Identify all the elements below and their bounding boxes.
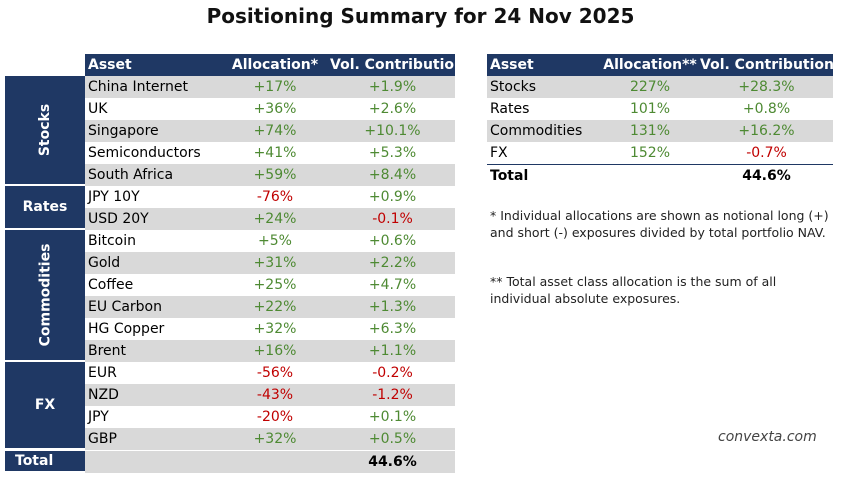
asset-cell: Coffee [85,274,220,296]
group-label: FX [34,397,56,413]
value-cell: +0.8% [700,98,833,120]
group-label: Stocks [37,103,53,157]
value-cell: +24% [220,208,330,230]
watermark: convexta.com [718,429,817,445]
value-cell: 152% [600,142,700,164]
value-cell: +32% [220,318,330,340]
total-fill [85,451,330,473]
value-cell: +16% [220,340,330,362]
asset-cell: EUR [85,362,220,384]
group-cell: FX [5,362,85,450]
value-cell: +0.6% [330,230,455,252]
value-cell: +0.1% [330,406,455,428]
asset-cell: JPY 10Y [85,186,220,208]
value-cell: +0.9% [330,186,455,208]
value-cell: -76% [220,186,330,208]
asset-cell: HG Copper [85,318,220,340]
value-cell: +28.3% [700,76,833,98]
header-cell: Allocation* [220,54,330,76]
value-cell: +1.9% [330,76,455,98]
value-cell: -56% [220,362,330,384]
asset-cell: UK [85,98,220,120]
value-cell: +10.1% [330,120,455,142]
value-cell: +2.2% [330,252,455,274]
group-label: Commodities [37,243,54,347]
title: Positioning Summary for 24 Nov 2025 [206,4,635,28]
header-cell: Asset [487,54,600,76]
value-cell: +32% [220,428,330,450]
value-cell: +16.2% [700,120,833,142]
total-fill [600,164,700,186]
value-cell: +74% [220,120,330,142]
value-cell: -1.2% [330,384,455,406]
asset-cell: Rates [487,98,600,120]
group-cell: Commodities [5,230,85,362]
value-cell: +6.3% [330,318,455,340]
asset-cell: Bitcoin [85,230,220,252]
total-value: 44.6% [330,451,455,473]
total-value: 44.6% [700,164,833,186]
total-label: Total [487,164,600,186]
asset-cell: Semiconductors [85,142,220,164]
asset-cell: USD 20Y [85,208,220,230]
group-label: Rates [22,199,68,215]
value-cell: +31% [220,252,330,274]
header-cell: Vol. Contribution [330,54,455,76]
asset-cell: Stocks [487,76,600,98]
header-cell: Allocation** [600,54,700,76]
asset-cell: Singapore [85,120,220,142]
value-cell: 131% [600,120,700,142]
value-cell: -0.7% [700,142,833,164]
value-cell: 101% [600,98,700,120]
value-cell: +0.5% [330,428,455,450]
value-cell: +36% [220,98,330,120]
value-cell: +25% [220,274,330,296]
total-label: Total [5,451,85,473]
asset-cell: JPY [85,406,220,428]
value-cell: -0.2% [330,362,455,384]
value-cell: +1.3% [330,296,455,318]
value-cell: +5.3% [330,142,455,164]
value-cell: -20% [220,406,330,428]
asset-cell: GBP [85,428,220,450]
asset-cell: NZD [85,384,220,406]
asset-cell: EU Carbon [85,296,220,318]
footnote: ** Total asset class allocation is the s… [490,274,777,306]
asset-cell: FX [487,142,600,164]
group-cell: Stocks [5,76,85,186]
asset-cell: Commodities [487,120,600,142]
value-cell: +4.7% [330,274,455,296]
header-cell: Asset [85,54,220,76]
footnote: * Individual allocations are shown as no… [490,208,829,240]
value-cell: +22% [220,296,330,318]
asset-cell: Brent [85,340,220,362]
header-cell: Vol. Contribution [700,54,833,76]
value-cell: -43% [220,384,330,406]
value-cell: -0.1% [330,208,455,230]
asset-cell: China Internet [85,76,220,98]
value-cell: +1.1% [330,340,455,362]
asset-cell: Gold [85,252,220,274]
value-cell: +59% [220,164,330,186]
value-cell: 227% [600,76,700,98]
asset-cell: South Africa [85,164,220,186]
value-cell: +5% [220,230,330,252]
value-cell: +2.6% [330,98,455,120]
group-cell: Rates [5,186,85,230]
value-cell: +8.4% [330,164,455,186]
value-cell: +41% [220,142,330,164]
value-cell: +17% [220,76,330,98]
